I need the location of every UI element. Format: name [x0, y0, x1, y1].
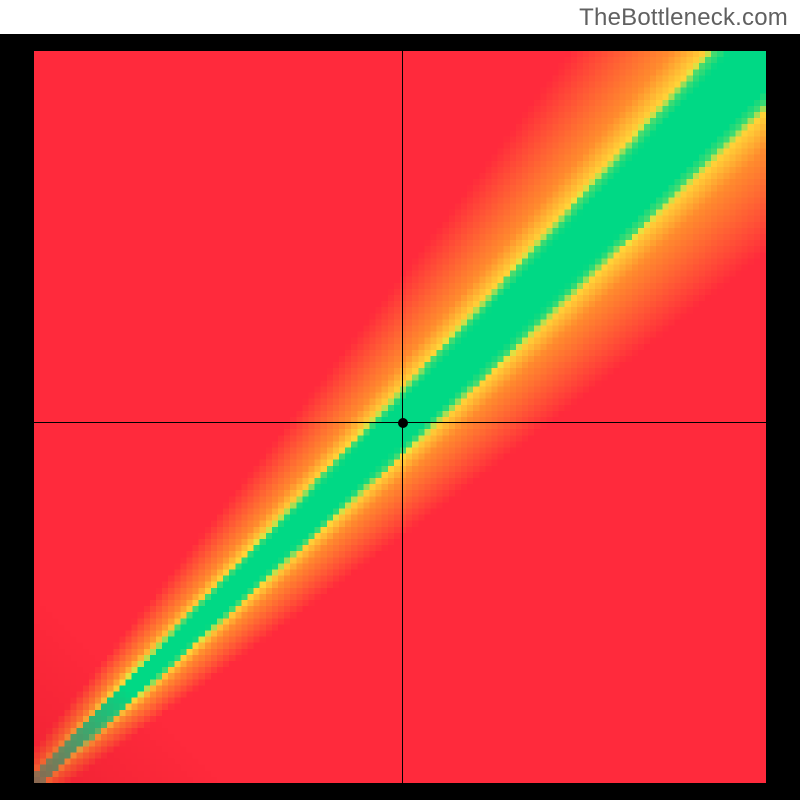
heatmap-plot-area — [34, 51, 766, 783]
crosshair-dot — [398, 418, 408, 428]
heatmap-canvas — [34, 51, 766, 783]
watermark-text: TheBottleneck.com — [579, 4, 788, 32]
